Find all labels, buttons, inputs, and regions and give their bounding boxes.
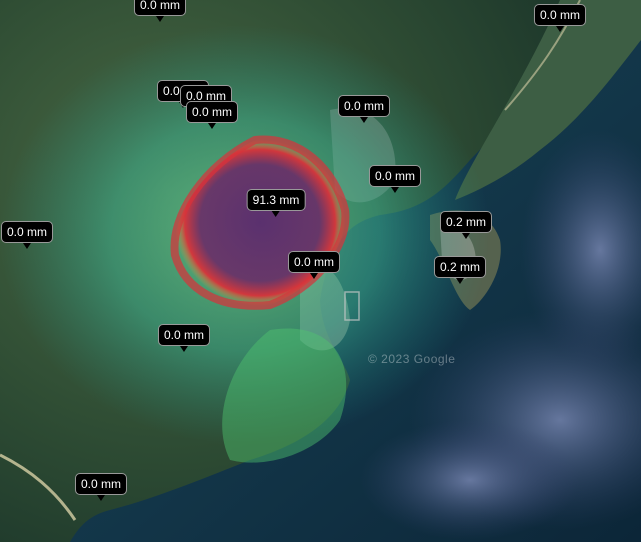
marker-pointer — [309, 273, 318, 279]
marker-peak[interactable]: 91.3 mm — [246, 189, 306, 217]
marker-pointer — [155, 16, 164, 22]
marker-south-coast[interactable]: 0.0 mm — [74, 473, 128, 501]
marker-north-east[interactable]: 0.0 mm — [533, 4, 587, 32]
precip-label: 0.0 mm — [533, 4, 587, 26]
map-attribution: © 2023 Google — [368, 352, 456, 366]
marker-pointer — [179, 346, 188, 352]
marker-town-bay[interactable]: 0.0 mm — [368, 165, 422, 193]
precip-label: 0.0 mm — [157, 324, 211, 346]
marker-pointer — [455, 278, 464, 284]
precip-label: 0.0 mm — [287, 251, 341, 273]
marker-pointer — [272, 211, 280, 217]
precip-label: 0.0 mm — [74, 473, 128, 495]
marker-pointer — [359, 117, 368, 123]
precip-label: 0.0 mm — [368, 165, 422, 187]
marker-pointer — [555, 26, 564, 32]
precip-label: 0.0 mm — [185, 101, 239, 123]
marker-hills-c[interactable]: 0.0 mm — [185, 101, 239, 129]
precip-label: 0.2 mm — [433, 256, 487, 278]
marker-pointer — [96, 495, 105, 501]
marker-south-hills[interactable]: 0.0 mm — [157, 324, 211, 352]
precip-label: 0.2 mm — [439, 211, 493, 233]
marker-coast-east-1[interactable]: 0.2 mm — [439, 211, 493, 239]
precip-label: 0.0 mm — [133, 0, 187, 16]
marker-pointer — [461, 233, 470, 239]
marker-pointer — [207, 123, 216, 129]
marker-pointer — [390, 187, 399, 193]
marker-town-north[interactable]: 0.0 mm — [337, 95, 391, 123]
precip-label: 91.3 mm — [246, 189, 306, 211]
precip-label: 0.0 mm — [337, 95, 391, 117]
marker-harbour[interactable]: 0.0 mm — [287, 251, 341, 279]
marker-north-west[interactable]: 0.0 mm — [133, 0, 187, 22]
precip-label: 0.0 mm — [0, 221, 54, 243]
marker-pointer — [22, 243, 31, 249]
marker-coast-east-2[interactable]: 0.2 mm — [433, 256, 487, 284]
marker-west[interactable]: 0.0 mm — [0, 221, 54, 249]
